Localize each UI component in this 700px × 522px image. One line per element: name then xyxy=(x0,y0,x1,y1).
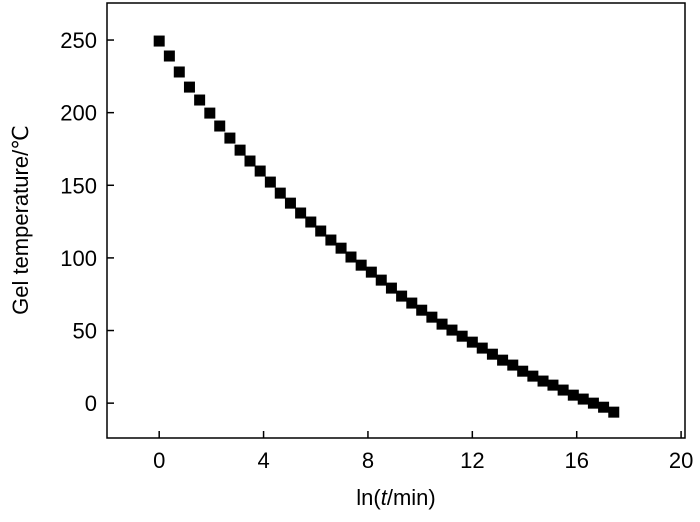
y-tick-label: 0 xyxy=(85,391,97,416)
point xyxy=(577,393,589,405)
point xyxy=(456,330,468,342)
point xyxy=(406,297,418,309)
y-tick-label: 250 xyxy=(60,28,97,53)
y-tick-label: 200 xyxy=(60,101,97,126)
point xyxy=(214,120,226,132)
point xyxy=(254,165,266,177)
y-tick-label: 100 xyxy=(60,246,97,271)
point xyxy=(557,384,569,396)
point xyxy=(355,259,367,271)
x-tick-label: 4 xyxy=(257,448,269,473)
point xyxy=(335,242,347,254)
point xyxy=(396,290,408,302)
y-tick-label: 150 xyxy=(60,173,97,198)
point xyxy=(426,311,438,323)
point xyxy=(274,187,286,199)
point xyxy=(325,234,337,246)
point xyxy=(305,216,317,228)
point xyxy=(345,251,357,263)
point xyxy=(537,375,549,387)
x-axis-label: ln(t/min) xyxy=(356,485,435,510)
point xyxy=(446,324,458,336)
plot-frame xyxy=(106,2,686,439)
point xyxy=(173,66,185,78)
point xyxy=(486,348,498,360)
y-tick-label: 50 xyxy=(73,319,97,344)
point xyxy=(295,207,307,219)
point xyxy=(436,318,448,330)
point xyxy=(517,365,529,377)
x-tick-label: 12 xyxy=(460,448,484,473)
point xyxy=(375,274,387,286)
x-tick-label: 0 xyxy=(153,448,165,473)
point xyxy=(224,132,236,144)
point xyxy=(163,50,175,62)
point xyxy=(153,35,165,47)
x-tick-label: 20 xyxy=(669,448,693,473)
point xyxy=(587,397,599,409)
point xyxy=(244,155,256,167)
point xyxy=(497,354,509,366)
point xyxy=(194,94,206,106)
point xyxy=(476,342,488,354)
x-tick-label: 16 xyxy=(564,448,588,473)
point xyxy=(385,282,397,294)
point xyxy=(183,81,195,93)
point xyxy=(608,406,620,418)
point xyxy=(466,336,478,348)
point xyxy=(507,359,519,371)
point xyxy=(416,304,428,316)
point xyxy=(284,197,296,209)
point xyxy=(527,370,539,382)
point xyxy=(234,144,246,156)
y-axis-label: Gel temperature/℃ xyxy=(8,125,33,315)
point xyxy=(264,176,276,188)
point xyxy=(204,107,216,119)
point xyxy=(598,401,610,413)
point xyxy=(315,225,327,237)
x-tick-label: 8 xyxy=(362,448,374,473)
point xyxy=(365,266,377,278)
point xyxy=(547,379,559,391)
point xyxy=(567,389,579,401)
